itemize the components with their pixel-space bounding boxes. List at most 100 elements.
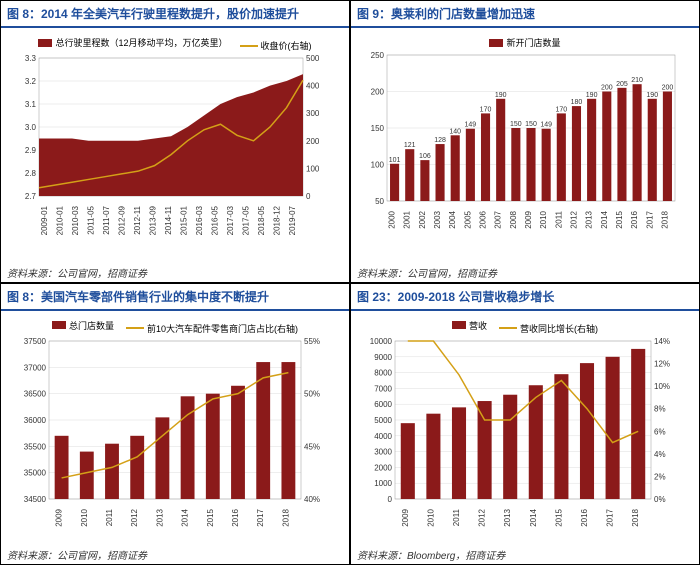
svg-text:2005: 2005 <box>463 210 472 228</box>
svg-text:2009-01: 2009-01 <box>40 205 49 235</box>
svg-text:3.3: 3.3 <box>25 54 37 63</box>
svg-text:2003: 2003 <box>433 210 442 228</box>
legend-item: 总行驶里程数（12月移动平均，万亿英里） <box>38 36 227 49</box>
chart-plot: 总行驶里程数（12月移动平均，万亿英里）收盘价(右轴) 2.72.82.93.0… <box>1 28 349 263</box>
legend-item: 前10大汽车配件零售商门店占比(右轴) <box>126 322 298 335</box>
svg-text:9000: 9000 <box>374 352 392 361</box>
svg-text:2015: 2015 <box>206 508 215 526</box>
svg-text:6%: 6% <box>654 427 666 436</box>
svg-text:190: 190 <box>646 92 658 99</box>
svg-text:100: 100 <box>371 161 385 170</box>
svg-text:2012: 2012 <box>130 508 139 526</box>
svg-text:2.9: 2.9 <box>25 146 37 155</box>
svg-text:2011: 2011 <box>554 210 563 228</box>
chart-title: 图 8：美国汽车零部件销售行业的集中度不断提升 <box>1 284 349 311</box>
svg-text:2014-11: 2014-11 <box>164 205 173 234</box>
svg-text:2011-07: 2011-07 <box>102 205 111 234</box>
svg-text:10000: 10000 <box>370 337 393 346</box>
svg-text:36000: 36000 <box>24 416 47 425</box>
legend-item: 收盘价(右轴) <box>240 39 312 52</box>
svg-text:2006: 2006 <box>479 210 488 228</box>
svg-text:0%: 0% <box>654 495 666 504</box>
svg-text:400: 400 <box>306 82 320 91</box>
svg-text:4%: 4% <box>654 449 666 458</box>
svg-text:2011: 2011 <box>105 508 114 526</box>
svg-text:2010: 2010 <box>539 210 548 228</box>
legend: 总门店数量前10大汽车配件零售商门店占比(右轴) <box>11 317 339 337</box>
svg-text:2009: 2009 <box>55 508 64 526</box>
svg-text:12%: 12% <box>654 359 670 368</box>
svg-text:2014: 2014 <box>181 508 190 526</box>
svg-text:2.7: 2.7 <box>25 192 37 201</box>
svg-text:101: 101 <box>389 157 401 164</box>
svg-text:3.2: 3.2 <box>25 77 37 86</box>
chart-title: 图 8：2014 年全美汽车行驶里程数提升，股价加速提升 <box>1 1 349 28</box>
svg-text:250: 250 <box>371 51 385 60</box>
chart-svg: 5010015020025020002001200220032004200520… <box>361 51 681 241</box>
svg-text:210: 210 <box>631 77 643 84</box>
svg-text:2017: 2017 <box>256 508 265 526</box>
svg-text:190: 190 <box>586 92 598 99</box>
svg-text:2017-05: 2017-05 <box>242 205 251 235</box>
panel-top-right: 图 9：奥莱利的门店数量增加迅速 新开门店数量 5010015020025020… <box>350 0 700 283</box>
svg-text:2002: 2002 <box>418 210 427 228</box>
legend: 营收营收同比增长(右轴) <box>361 317 689 337</box>
svg-text:2017: 2017 <box>606 508 615 526</box>
svg-text:2016: 2016 <box>580 508 589 526</box>
svg-text:2019-07: 2019-07 <box>288 205 297 235</box>
svg-text:100: 100 <box>306 164 320 173</box>
chart-source: 资料来源：公司官网，招商证券 <box>1 263 349 282</box>
svg-text:36500: 36500 <box>24 389 47 398</box>
svg-text:170: 170 <box>555 106 567 113</box>
svg-text:106: 106 <box>419 153 431 160</box>
svg-text:2016-05: 2016-05 <box>211 205 220 235</box>
svg-text:2000: 2000 <box>388 210 397 228</box>
chart-source: 资料来源：公司官网，招商证券 <box>351 263 699 282</box>
svg-text:200: 200 <box>662 85 674 92</box>
legend-item: 营收 <box>452 319 487 332</box>
svg-text:10%: 10% <box>654 382 670 391</box>
svg-text:35000: 35000 <box>24 468 47 477</box>
svg-text:2009: 2009 <box>401 508 410 526</box>
svg-text:2018: 2018 <box>660 210 669 228</box>
svg-text:2008: 2008 <box>509 210 518 228</box>
svg-text:2010-01: 2010-01 <box>55 205 64 235</box>
svg-text:2010: 2010 <box>426 508 435 526</box>
svg-text:150: 150 <box>525 121 537 128</box>
svg-text:55%: 55% <box>304 337 320 346</box>
svg-text:2012: 2012 <box>478 508 487 526</box>
panel-bottom-left: 图 8：美国汽车零部件销售行业的集中度不断提升 总门店数量前10大汽车配件零售商… <box>0 283 350 565</box>
chart-title: 图 9：奥莱利的门店数量增加迅速 <box>351 1 699 28</box>
svg-text:3000: 3000 <box>374 447 392 456</box>
svg-text:40%: 40% <box>304 495 320 504</box>
svg-text:37500: 37500 <box>24 337 47 346</box>
chart-svg: 2.72.82.93.03.13.23.30100200300400500200… <box>11 54 331 244</box>
svg-text:2012-09: 2012-09 <box>117 205 126 235</box>
svg-text:50%: 50% <box>304 389 320 398</box>
svg-text:170: 170 <box>480 106 492 113</box>
svg-text:35500: 35500 <box>24 442 47 451</box>
svg-text:5000: 5000 <box>374 416 392 425</box>
svg-text:2009: 2009 <box>524 210 533 228</box>
legend-item: 总门店数量 <box>52 319 114 332</box>
svg-text:2016-03: 2016-03 <box>195 205 204 235</box>
svg-text:2016: 2016 <box>231 508 240 526</box>
svg-text:2012-11: 2012-11 <box>133 205 142 234</box>
svg-text:8%: 8% <box>654 404 666 413</box>
svg-text:2001: 2001 <box>403 210 412 228</box>
svg-text:14%: 14% <box>654 337 670 346</box>
svg-text:180: 180 <box>571 99 583 106</box>
svg-text:2017: 2017 <box>645 210 654 228</box>
svg-text:2018-05: 2018-05 <box>257 205 266 235</box>
svg-text:2000: 2000 <box>374 463 392 472</box>
chart-svg: 0100020003000400050006000700080009000100… <box>361 337 681 527</box>
svg-text:2011-05: 2011-05 <box>86 205 95 234</box>
svg-text:6000: 6000 <box>374 400 392 409</box>
svg-text:2013: 2013 <box>503 508 512 526</box>
chart-title: 图 23：2009-2018 公司营收稳步增长 <box>351 284 699 311</box>
svg-text:205: 205 <box>616 81 628 88</box>
svg-text:37000: 37000 <box>24 363 47 372</box>
svg-text:2012: 2012 <box>569 210 578 228</box>
chart-svg: 3450035000355003600036500370003750040%45… <box>11 337 331 527</box>
svg-text:2.8: 2.8 <box>25 169 37 178</box>
